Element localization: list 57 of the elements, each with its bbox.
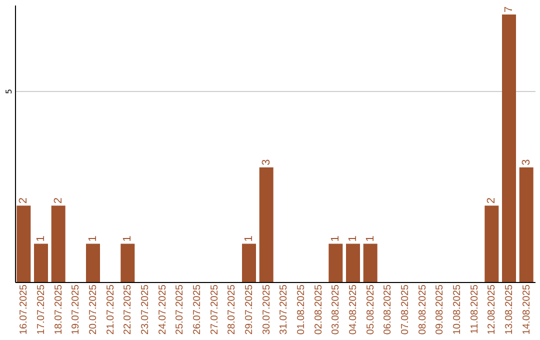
x-tick-label: 21.07.2025 xyxy=(105,284,116,335)
x-tick-label: 27.07.2025 xyxy=(209,284,220,335)
x-tick-label: 05.08.2025 xyxy=(365,284,376,335)
x-tick-label: 13.08.2025 xyxy=(504,284,515,335)
x-tick-label: 06.08.2025 xyxy=(382,284,394,335)
x-tick-label: 23.07.2025 xyxy=(140,284,151,335)
data-label: 1 xyxy=(35,236,47,242)
x-tick-label: 26.07.2025 xyxy=(192,284,203,335)
data-label: 2 xyxy=(486,197,498,204)
data-label: 1 xyxy=(347,236,359,242)
x-tick-label: 24.07.2025 xyxy=(157,284,168,335)
data-label: 3 xyxy=(260,159,272,166)
bar xyxy=(34,244,48,282)
data-label: 1 xyxy=(330,236,342,242)
x-tick-label: 28.07.2025 xyxy=(226,284,238,335)
data-label: 1 xyxy=(122,236,134,242)
bar xyxy=(51,206,66,282)
x-tick-label: 16.07.2025 xyxy=(18,284,30,335)
data-label: 3 xyxy=(520,159,532,166)
x-tick-label: 22.07.2025 xyxy=(122,284,134,335)
x-tick-label: 20.07.2025 xyxy=(88,284,99,335)
data-label: 1 xyxy=(243,236,255,242)
x-tick-label: 29.07.2025 xyxy=(244,284,255,335)
bar xyxy=(502,14,516,282)
x-tick-label: 10.08.2025 xyxy=(452,284,463,335)
data-label: 2 xyxy=(18,197,30,204)
x-tick-label: 12.08.2025 xyxy=(486,284,498,335)
data-label: 7 xyxy=(503,6,515,13)
x-tick-label: 08.08.2025 xyxy=(417,284,428,335)
data-label: 1 xyxy=(87,236,99,242)
bar xyxy=(346,244,360,282)
bar xyxy=(242,244,256,282)
x-tick-label: 01.08.2025 xyxy=(296,284,307,335)
data-label: 1 xyxy=(364,236,376,242)
bar xyxy=(484,206,499,282)
bar xyxy=(328,244,343,282)
bar xyxy=(259,167,274,282)
y-tick-label: 5 xyxy=(4,88,14,94)
data-label: 2 xyxy=(52,197,64,204)
x-tick-label: 18.07.2025 xyxy=(53,284,64,335)
x-tick-label: 14.08.2025 xyxy=(521,284,532,335)
bar xyxy=(363,244,378,282)
bar xyxy=(519,167,534,282)
x-tick-label: 17.07.2025 xyxy=(36,284,47,335)
bar xyxy=(16,206,31,282)
x-tick-label: 04.08.2025 xyxy=(348,284,359,335)
x-tick-label: 02.08.2025 xyxy=(313,284,324,335)
x-tick-label: 19.07.2025 xyxy=(70,284,82,335)
bar xyxy=(86,244,100,282)
x-tick-label: 09.08.2025 xyxy=(434,284,446,335)
x-tick-label: 07.08.2025 xyxy=(400,284,411,335)
bar xyxy=(120,244,135,282)
x-tick-label: 03.08.2025 xyxy=(330,284,342,335)
x-tick-label: 25.07.2025 xyxy=(174,284,186,335)
x-tick-label: 30.07.2025 xyxy=(261,284,272,335)
x-tick-label: 31.07.2025 xyxy=(278,284,290,335)
x-tick-label: 11.08.2025 xyxy=(469,284,480,334)
